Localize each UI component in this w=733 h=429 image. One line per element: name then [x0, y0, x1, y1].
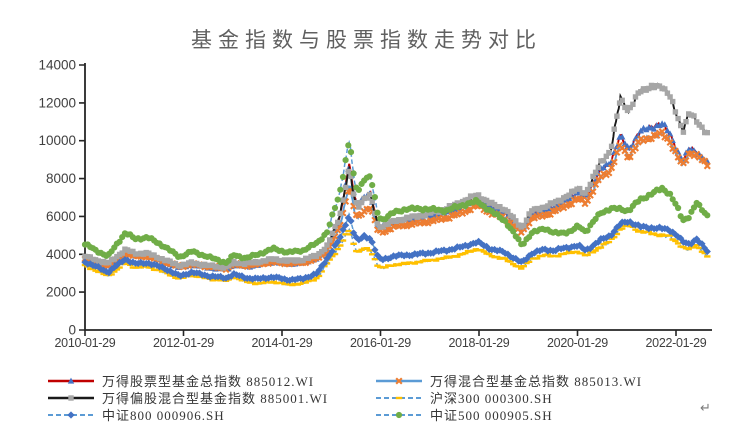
legend-key-icon — [376, 411, 422, 419]
legend-label: 中证500 000905.SH — [430, 408, 553, 423]
y-axis-tick-label: 0 — [68, 323, 76, 338]
series-markers-000906.SH — [81, 214, 711, 284]
legend-key-icon — [48, 411, 94, 419]
x-axis-tick-label: 2018-01-29 — [449, 336, 510, 350]
legend-item-hs300: 沪深300 000300.SH — [374, 389, 553, 406]
legend-key-icon — [376, 377, 422, 385]
legend-label: 万得混合型基金总指数 885013.WI — [430, 374, 643, 389]
y-axis-tick-label: 2000 — [46, 285, 76, 300]
chart-title: 基金指数与股票指数走势对比 — [191, 28, 542, 52]
y-axis-tick-label: 14000 — [38, 58, 76, 73]
legend-key-icon — [48, 395, 94, 401]
y-axis-tick-label: 10000 — [38, 133, 76, 148]
legend-item-zz800: 中证800 000906.SH — [46, 406, 225, 423]
y-axis-tick-label: 6000 — [46, 209, 76, 224]
x-axis-tick-label: 2010-01-29 — [55, 336, 116, 350]
paragraph-return-mark: ↵ — [700, 401, 711, 416]
legend-label: 中证800 000906.SH — [102, 408, 225, 423]
series-line-885001.WI — [84, 82, 709, 269]
x-axis-tick-label: 2016-01-29 — [350, 336, 411, 350]
legend-label: 万得股票型基金总指数 885012.WI — [102, 374, 315, 389]
y-axis-tick-label: 8000 — [46, 171, 76, 186]
legend-label: 万得偏股混合型基金指数 885001.WI — [102, 391, 329, 406]
legend-key-icon — [48, 377, 94, 384]
series-markers-885012.WI — [81, 120, 711, 272]
legend-item-zz500: 中证500 000905.SH — [374, 406, 553, 423]
legend-key-icon — [376, 396, 422, 400]
y-axis-tick-label: 4000 — [46, 247, 76, 262]
x-axis-tick-label: 2022-01-29 — [646, 336, 707, 350]
x-axis-tick-label: 2014-01-29 — [252, 336, 313, 350]
series-markers-885001.WI — [82, 82, 711, 271]
legend-label: 沪深300 000300.SH — [430, 391, 553, 406]
x-axis-tick-label: 2020-01-29 — [547, 336, 608, 350]
x-axis-tick-label: 2012-01-29 — [153, 336, 214, 350]
legend-item-885001: 万得偏股混合型基金指数 885001.WI — [46, 389, 328, 406]
axis-tick-marks — [79, 64, 677, 336]
legend-item-885012: 万得股票型基金总指数 885012.WI — [46, 372, 314, 389]
series-markers-000905.SH — [81, 142, 711, 266]
y-axis-tick-label: 12000 — [38, 95, 76, 110]
legend-item-885013: 万得混合型基金总指数 885013.WI — [374, 372, 642, 389]
series-markers-885013.WI — [81, 128, 711, 274]
